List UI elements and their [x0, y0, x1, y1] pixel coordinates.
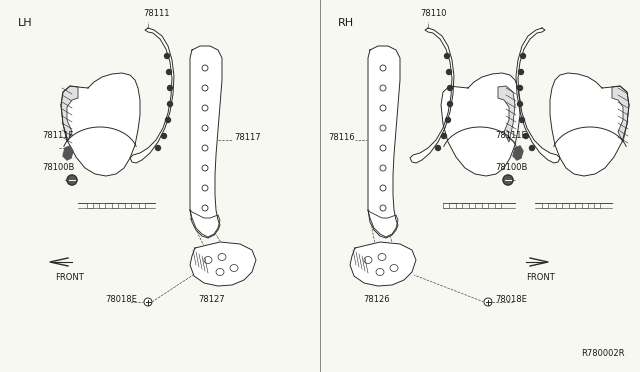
- Circle shape: [520, 54, 525, 58]
- Circle shape: [503, 175, 513, 185]
- Bar: [87, 203, 93, 208]
- Polygon shape: [130, 28, 174, 163]
- Bar: [582, 203, 588, 208]
- Circle shape: [164, 54, 170, 58]
- Text: RH: RH: [338, 18, 354, 28]
- Text: FRONT: FRONT: [55, 273, 84, 282]
- Polygon shape: [190, 210, 220, 237]
- Polygon shape: [410, 28, 454, 163]
- Bar: [469, 203, 475, 208]
- Circle shape: [202, 105, 208, 111]
- Ellipse shape: [230, 264, 238, 272]
- Polygon shape: [513, 146, 523, 160]
- Polygon shape: [61, 73, 140, 176]
- Polygon shape: [63, 146, 73, 160]
- Bar: [495, 203, 501, 208]
- Text: LH: LH: [18, 18, 33, 28]
- Circle shape: [202, 205, 208, 211]
- Circle shape: [380, 125, 386, 131]
- Ellipse shape: [364, 257, 372, 263]
- Polygon shape: [441, 73, 520, 176]
- Circle shape: [484, 298, 492, 306]
- Polygon shape: [350, 242, 416, 286]
- Text: 78117: 78117: [234, 134, 260, 142]
- Circle shape: [166, 70, 172, 74]
- Circle shape: [144, 298, 152, 306]
- Bar: [569, 203, 575, 208]
- Circle shape: [202, 65, 208, 71]
- Circle shape: [445, 118, 451, 122]
- Polygon shape: [550, 73, 629, 176]
- Circle shape: [380, 145, 386, 151]
- Polygon shape: [61, 86, 78, 142]
- Bar: [125, 203, 131, 208]
- Ellipse shape: [376, 269, 384, 276]
- Circle shape: [67, 175, 77, 185]
- Bar: [482, 203, 488, 208]
- Text: 78116: 78116: [328, 134, 355, 142]
- Circle shape: [202, 165, 208, 171]
- Circle shape: [168, 86, 173, 90]
- Circle shape: [518, 86, 522, 90]
- Text: 78100B: 78100B: [42, 163, 74, 172]
- Circle shape: [380, 185, 386, 191]
- Polygon shape: [190, 46, 222, 238]
- Circle shape: [520, 118, 525, 122]
- Circle shape: [518, 70, 524, 74]
- Polygon shape: [368, 46, 400, 238]
- Bar: [139, 203, 145, 208]
- Bar: [99, 203, 105, 208]
- Circle shape: [202, 185, 208, 191]
- Polygon shape: [368, 210, 398, 237]
- Text: 78018E: 78018E: [105, 295, 137, 305]
- Circle shape: [161, 134, 166, 138]
- Text: 78111: 78111: [143, 9, 170, 18]
- Ellipse shape: [378, 253, 386, 260]
- Circle shape: [442, 134, 447, 138]
- Circle shape: [202, 85, 208, 91]
- Text: FRONT: FRONT: [526, 273, 555, 282]
- Circle shape: [380, 205, 386, 211]
- Ellipse shape: [218, 253, 226, 260]
- Circle shape: [202, 145, 208, 151]
- Text: 78111F: 78111F: [42, 131, 74, 140]
- Circle shape: [518, 102, 522, 106]
- Bar: [542, 203, 548, 208]
- Ellipse shape: [390, 264, 398, 272]
- Circle shape: [524, 134, 529, 138]
- Circle shape: [156, 145, 161, 151]
- Bar: [594, 203, 600, 208]
- Text: 78111E: 78111E: [495, 131, 527, 140]
- Text: 78018E: 78018E: [495, 295, 527, 305]
- Polygon shape: [190, 242, 256, 286]
- Bar: [443, 203, 449, 208]
- Text: 78126: 78126: [364, 295, 390, 304]
- Ellipse shape: [204, 257, 212, 263]
- Circle shape: [168, 102, 173, 106]
- Polygon shape: [612, 86, 629, 142]
- Bar: [456, 203, 462, 208]
- Circle shape: [166, 118, 170, 122]
- Circle shape: [435, 145, 440, 151]
- Polygon shape: [498, 86, 515, 142]
- Circle shape: [445, 54, 449, 58]
- Circle shape: [202, 125, 208, 131]
- Polygon shape: [516, 28, 560, 163]
- Circle shape: [447, 102, 452, 106]
- Text: 78110: 78110: [420, 9, 447, 18]
- Circle shape: [380, 85, 386, 91]
- Text: 78100B: 78100B: [495, 163, 527, 172]
- Circle shape: [447, 86, 452, 90]
- Ellipse shape: [216, 269, 224, 276]
- Circle shape: [380, 165, 386, 171]
- Circle shape: [380, 65, 386, 71]
- Circle shape: [529, 145, 534, 151]
- Text: 78127: 78127: [198, 295, 225, 304]
- Circle shape: [447, 70, 451, 74]
- Bar: [112, 203, 118, 208]
- Bar: [556, 203, 562, 208]
- Text: R780002R: R780002R: [582, 349, 625, 358]
- Circle shape: [380, 105, 386, 111]
